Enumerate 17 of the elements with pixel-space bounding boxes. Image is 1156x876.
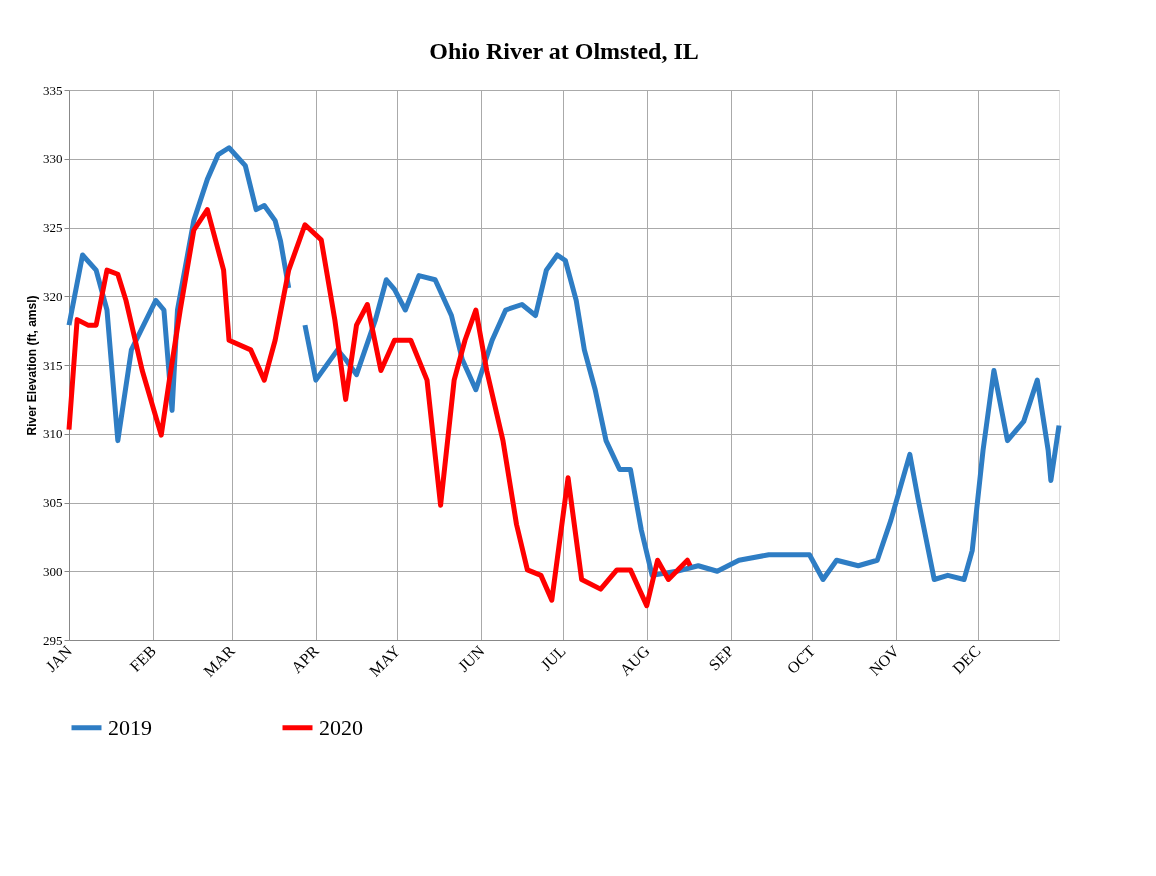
- y-tick-label: 320: [43, 288, 63, 304]
- y-tick-label: 315: [43, 357, 63, 373]
- y-tick-label: 310: [43, 426, 63, 442]
- y-tick-label: 335: [43, 82, 63, 98]
- y-tick-label: 295: [43, 632, 63, 648]
- x-tick-label: APR: [287, 641, 323, 677]
- y-axis-title: River Elevation (ft, amsl): [25, 295, 39, 436]
- y-tick-label: 300: [43, 563, 63, 579]
- legend-label: 2019: [108, 714, 152, 740]
- chart-title: Ohio River at Olmsted, IL: [429, 38, 699, 64]
- x-tick-label: FEB: [126, 642, 160, 675]
- y-tick-label: 330: [43, 151, 63, 167]
- y-tick-label: 305: [43, 495, 63, 510]
- x-tick-label: JUL: [537, 642, 569, 674]
- x-tick-label: SEP: [705, 642, 738, 674]
- legend-label: 2020: [319, 714, 363, 740]
- y-tick-label: 325: [43, 220, 63, 235]
